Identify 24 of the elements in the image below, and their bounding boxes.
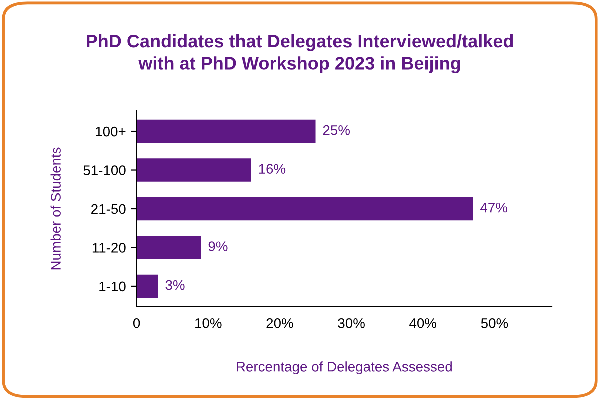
data-label: 25% <box>323 125 350 136</box>
y-tick-label: 51-100 <box>84 166 126 176</box>
x-tick-label: 50% <box>481 318 508 328</box>
bar <box>136 197 474 221</box>
data-label: 3% <box>166 280 185 290</box>
y-tick-label: 100+ <box>96 126 126 137</box>
bar <box>136 236 202 260</box>
x-tick-label: 20% <box>266 318 294 328</box>
data-label: 16% <box>259 164 286 174</box>
y-tick-label: 11-20 <box>92 243 126 253</box>
data-label: 9% <box>208 242 228 252</box>
bar <box>136 158 252 182</box>
y-axis-title: Number of Students <box>50 148 61 270</box>
y-tick-label: 1-10 <box>100 282 126 292</box>
bar <box>136 120 316 144</box>
y-tick-label: 21-50 <box>92 204 126 214</box>
chart-title: PhD Candidates that Delegates Interviewed/talked with at PhD Workshop 2023 in Beijing <box>87 34 514 74</box>
bar <box>136 274 158 298</box>
x-tick-label: 30% <box>338 318 365 328</box>
x-axis-title: Rercentage of Delegates Assessed <box>237 362 452 375</box>
data-label: 47% <box>480 202 508 213</box>
x-tick-label: 0 <box>133 318 140 328</box>
x-tick-label: 40% <box>410 318 437 328</box>
x-tick-label: 10% <box>196 318 222 328</box>
